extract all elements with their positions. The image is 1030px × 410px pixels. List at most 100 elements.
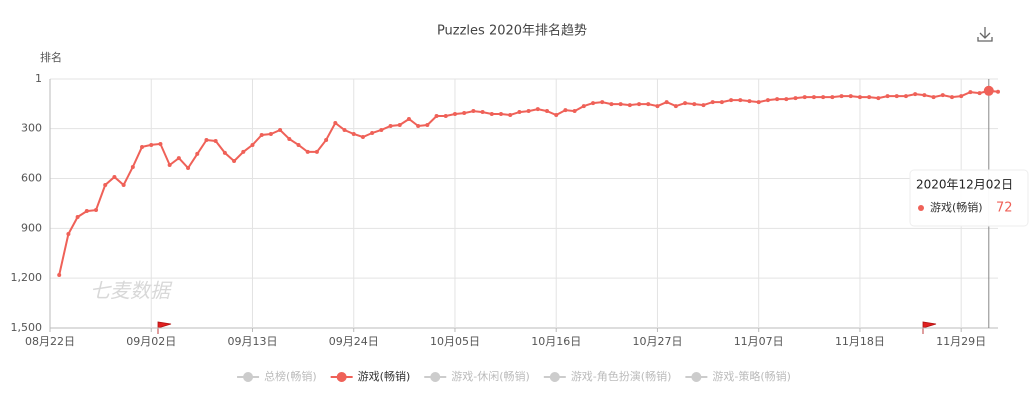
data-point[interactable] [701, 103, 706, 108]
data-point[interactable] [784, 97, 789, 102]
data-point[interactable] [278, 127, 283, 132]
data-point[interactable] [434, 114, 439, 119]
data-point[interactable] [765, 98, 770, 103]
data-point[interactable] [94, 208, 99, 213]
data-point[interactable] [839, 94, 844, 99]
data-point[interactable] [983, 85, 994, 96]
data-point[interactable] [646, 102, 651, 107]
data-point[interactable] [627, 103, 632, 108]
data-point[interactable] [204, 137, 209, 142]
data-point[interactable] [848, 94, 853, 99]
data-point[interactable] [894, 94, 899, 99]
data-point[interactable] [830, 95, 835, 100]
data-point[interactable] [342, 127, 347, 132]
data-point[interactable] [305, 149, 310, 154]
data-point[interactable] [508, 113, 513, 118]
data-point[interactable] [563, 108, 568, 113]
data-point[interactable] [940, 93, 945, 98]
data-point[interactable] [729, 98, 734, 103]
data-point[interactable] [867, 95, 872, 100]
data-point[interactable] [333, 121, 338, 126]
data-point[interactable] [857, 95, 862, 100]
data-point[interactable] [462, 111, 467, 116]
data-point[interactable] [609, 102, 614, 107]
legend-item[interactable]: 总榜(畅销) [237, 369, 317, 383]
data-point[interactable] [949, 95, 954, 100]
data-point[interactable] [296, 142, 301, 147]
data-point[interactable] [498, 112, 503, 117]
data-point[interactable] [397, 123, 402, 128]
data-point[interactable] [443, 114, 448, 119]
data-point[interactable] [922, 93, 927, 98]
data-point[interactable] [719, 100, 724, 105]
data-point[interactable] [913, 92, 918, 97]
data-point[interactable] [554, 113, 559, 118]
data-point[interactable] [747, 99, 752, 104]
data-point[interactable] [517, 110, 522, 115]
data-point[interactable] [250, 142, 255, 147]
data-point[interactable] [977, 91, 982, 96]
data-point[interactable] [931, 95, 936, 100]
data-point[interactable] [802, 95, 807, 100]
data-point[interactable] [885, 94, 890, 99]
data-point[interactable] [176, 156, 181, 161]
data-point[interactable] [775, 97, 780, 102]
legend-item[interactable]: 游戏-休闲(畅销) [424, 369, 530, 383]
data-point[interactable] [692, 102, 697, 107]
data-point[interactable] [324, 137, 329, 142]
data-point[interactable] [259, 132, 264, 137]
data-point[interactable] [452, 112, 457, 117]
data-point[interactable] [903, 94, 908, 99]
data-point[interactable] [103, 182, 108, 187]
data-point[interactable] [664, 100, 669, 105]
data-point[interactable] [996, 89, 1000, 94]
data-point[interactable] [241, 149, 246, 154]
data-point[interactable] [388, 124, 393, 129]
data-point[interactable] [370, 130, 375, 135]
data-point[interactable] [572, 109, 577, 114]
data-point[interactable] [637, 102, 642, 107]
data-point[interactable] [167, 163, 172, 168]
data-point[interactable] [379, 127, 384, 132]
legend-item[interactable]: 游戏(畅销) [330, 369, 411, 383]
data-point[interactable] [968, 90, 973, 95]
data-point[interactable] [655, 104, 660, 109]
legend-item[interactable]: 游戏-策略(畅销) [685, 369, 791, 383]
data-point[interactable] [287, 136, 292, 141]
data-point[interactable] [222, 150, 227, 155]
data-point[interactable] [268, 131, 273, 136]
data-point[interactable] [526, 109, 531, 114]
data-point[interactable] [535, 107, 540, 112]
data-point[interactable] [75, 215, 80, 220]
data-point[interactable] [406, 117, 411, 122]
data-point[interactable] [876, 96, 881, 101]
data-point[interactable] [195, 151, 200, 156]
data-point[interactable] [360, 134, 365, 139]
data-point[interactable] [600, 100, 605, 105]
data-point[interactable] [618, 102, 623, 107]
data-point[interactable] [66, 231, 71, 236]
data-point[interactable] [811, 95, 816, 100]
data-point[interactable] [480, 110, 485, 115]
data-point[interactable] [738, 98, 743, 103]
data-point[interactable] [232, 159, 237, 164]
download-icon[interactable] [977, 27, 993, 42]
data-point[interactable] [186, 166, 191, 171]
legend-item[interactable]: 游戏-角色扮演(畅销) [543, 369, 672, 383]
data-point[interactable] [121, 182, 126, 187]
data-point[interactable] [673, 104, 678, 109]
data-point[interactable] [112, 175, 117, 180]
data-point[interactable] [756, 100, 761, 105]
data-point[interactable] [130, 165, 135, 170]
download-glyph[interactable] [977, 27, 993, 42]
data-point[interactable] [793, 96, 798, 101]
data-point[interactable] [581, 104, 586, 109]
data-point[interactable] [213, 138, 218, 143]
data-point[interactable] [683, 101, 688, 106]
data-point[interactable] [140, 144, 145, 149]
data-point[interactable] [471, 109, 476, 114]
data-point[interactable] [959, 94, 964, 99]
data-point[interactable] [149, 142, 154, 147]
data-point[interactable] [591, 101, 596, 106]
data-point[interactable] [351, 131, 356, 136]
